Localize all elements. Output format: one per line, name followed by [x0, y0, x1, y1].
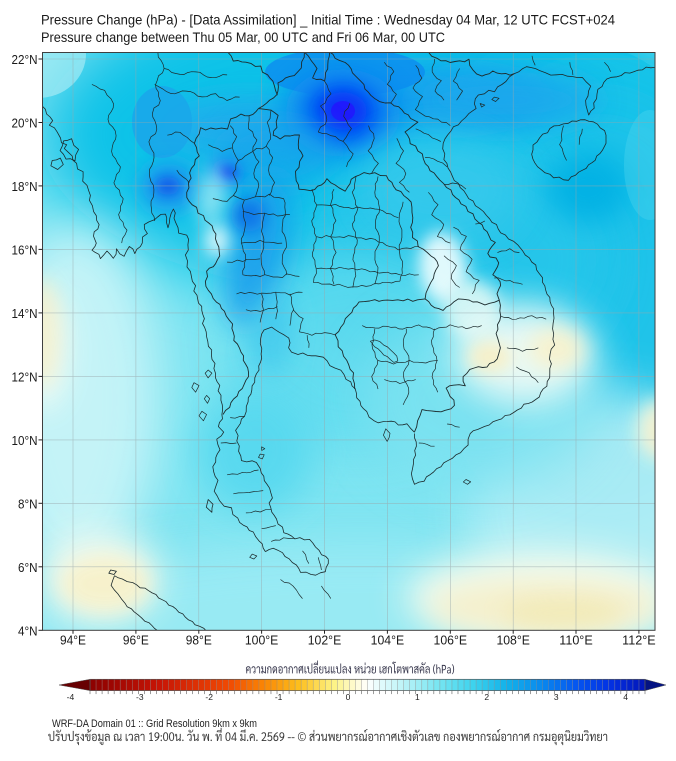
svg-text:-3: -3	[136, 692, 144, 702]
svg-text:14°N: 14°N	[12, 306, 38, 321]
svg-text:0: 0	[346, 692, 351, 702]
svg-text:3: 3	[554, 692, 559, 702]
svg-text:8°N: 8°N	[18, 496, 38, 511]
svg-text:104°E: 104°E	[371, 633, 405, 648]
svg-text:96°E: 96°E	[123, 633, 149, 648]
svg-text:-1: -1	[275, 692, 283, 702]
svg-text:106°E: 106°E	[434, 633, 468, 648]
svg-text:1: 1	[415, 692, 420, 702]
svg-text:10°N: 10°N	[12, 433, 38, 448]
svg-text:108°E: 108°E	[496, 633, 530, 648]
svg-text:110°E: 110°E	[559, 633, 593, 648]
svg-text:20°N: 20°N	[12, 116, 38, 131]
svg-text:22°N: 22°N	[12, 52, 38, 67]
svg-text:-4: -4	[67, 692, 75, 702]
svg-text:12°N: 12°N	[12, 369, 38, 384]
svg-text:Pressure change between Thu 05: Pressure change between Thu 05 Mar, 00 U…	[41, 30, 445, 45]
svg-text:98°E: 98°E	[186, 633, 212, 648]
svg-text:2: 2	[484, 692, 489, 702]
svg-text:6°N: 6°N	[18, 560, 38, 575]
svg-text:100°E: 100°E	[245, 633, 279, 648]
svg-text:-2: -2	[205, 692, 213, 702]
svg-text:102°E: 102°E	[308, 633, 342, 648]
svg-text:16°N: 16°N	[12, 242, 38, 257]
svg-text:WRF-DA Domain 01 :: Grid Resol: WRF-DA Domain 01 :: Grid Resolution 9km …	[52, 718, 257, 730]
svg-text:4°N: 4°N	[18, 623, 38, 638]
svg-text:Pressure Change (hPa) - [Data: Pressure Change (hPa) - [Data Assimilati…	[41, 13, 615, 28]
svg-text:94°E: 94°E	[60, 633, 86, 648]
svg-text:4: 4	[623, 692, 628, 702]
svg-text:112°E: 112°E	[622, 633, 656, 648]
svg-text:18°N: 18°N	[12, 179, 38, 194]
